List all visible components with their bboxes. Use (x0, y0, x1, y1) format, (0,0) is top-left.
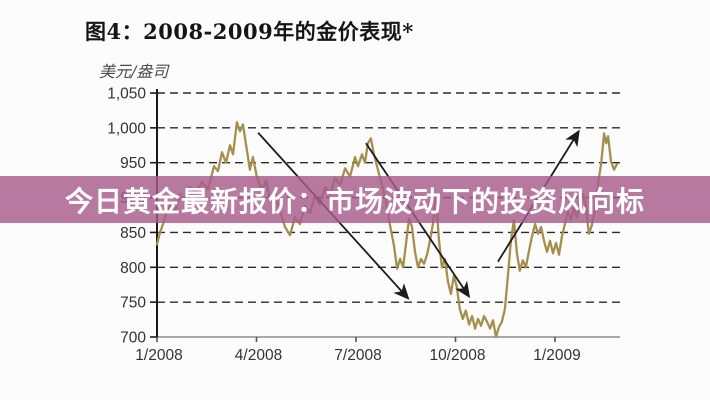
x-tick-label-1/2008: 1/2008 (135, 347, 182, 364)
y-tick-label-950: 950 (120, 155, 146, 172)
y-tick-label-850: 850 (120, 225, 146, 242)
x-tick-label-10/2008: 10/2008 (429, 347, 485, 364)
headline-text: 今日黄金最新报价：市场波动下的投资风向标 (64, 185, 645, 217)
figure-title: 图4：2008-2009年的金价表现* (85, 19, 414, 44)
x-tick-label-1/2009: 1/2009 (533, 347, 580, 364)
y-tick-label-700: 700 (120, 330, 146, 347)
gold-price-series-line (155, 121, 619, 339)
y-tick-label-800: 800 (120, 260, 146, 277)
y-axis-unit-label: 美元/盎司 (99, 62, 169, 81)
y-tick-label-750: 750 (120, 295, 146, 312)
y-tick-label-1000: 1,000 (107, 120, 146, 137)
headline-overlay-banner: 今日黄金最新报价：市场波动下的投资风向标 (0, 176, 710, 223)
y-tick-label-1050: 1,050 (107, 86, 146, 103)
x-tick-label-7/2008: 7/2008 (334, 347, 381, 364)
x-tick-label-4/2008: 4/2008 (235, 347, 282, 364)
